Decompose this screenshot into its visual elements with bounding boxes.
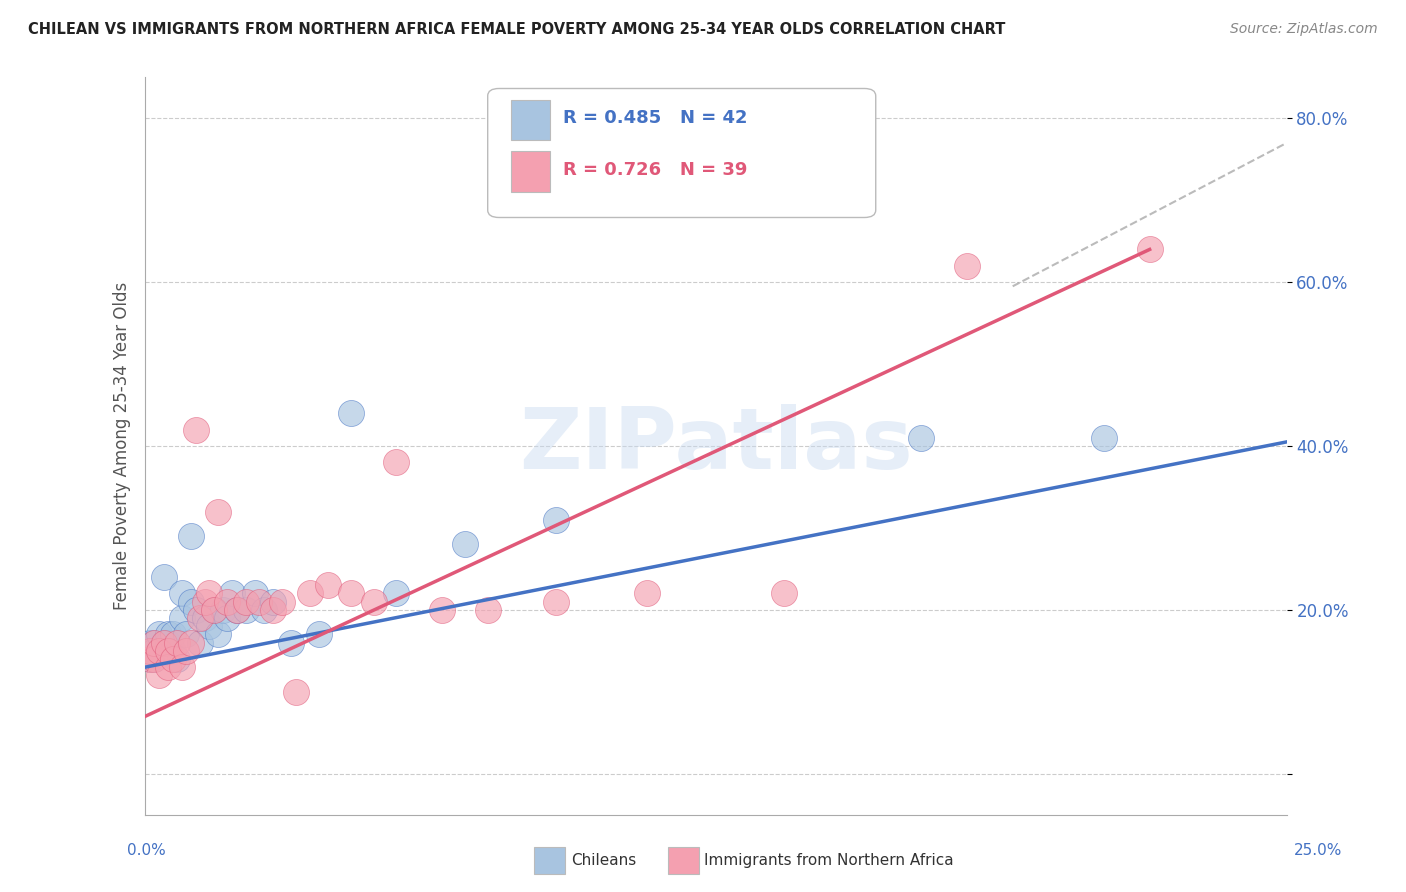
Point (139, 635, 162, 649)
Text: Source: ZipAtlas.com: Source: ZipAtlas.com (1230, 22, 1378, 37)
Point (637, 586, 659, 600)
Point (143, 635, 166, 649)
Point (176, 627, 198, 641)
Point (148, 644, 170, 658)
Point (143, 635, 166, 649)
Text: CHILEAN VS IMMIGRANTS FROM NORTHERN AFRICA FEMALE POVERTY AMONG 25-34 YEAR OLDS : CHILEAN VS IMMIGRANTS FROM NORTHERN AFRI… (28, 22, 1005, 37)
Point (385, 586, 408, 600)
Point (148, 627, 170, 641)
Point (194, 594, 217, 608)
Point (139, 644, 162, 658)
Point (546, 513, 568, 527)
Point (316, 578, 339, 592)
Point (243, 586, 266, 600)
Point (188, 635, 211, 649)
Point (170, 660, 193, 674)
FancyBboxPatch shape (510, 100, 551, 140)
Point (249, 594, 271, 608)
Point (1139, 243, 1161, 257)
Point (262, 594, 284, 608)
Point (162, 627, 184, 641)
Point (170, 586, 193, 600)
Point (166, 652, 188, 666)
Point (176, 644, 198, 658)
Point (162, 652, 184, 666)
Text: R = 0.485   N = 42: R = 0.485 N = 42 (562, 109, 748, 127)
Point (217, 611, 239, 625)
Point (148, 668, 170, 682)
Point (207, 504, 229, 518)
Point (910, 431, 932, 445)
Point (956, 259, 979, 273)
Point (221, 586, 243, 600)
FancyBboxPatch shape (488, 88, 876, 218)
Point (139, 644, 162, 658)
Point (152, 570, 174, 584)
Point (157, 635, 180, 649)
Point (430, 603, 453, 617)
Point (773, 586, 796, 600)
Point (202, 603, 225, 617)
Point (225, 603, 247, 617)
Point (143, 652, 166, 666)
Point (385, 455, 408, 469)
Text: Immigrants from Northern Africa: Immigrants from Northern Africa (704, 854, 955, 868)
Point (180, 529, 202, 543)
Point (262, 603, 284, 617)
Point (166, 635, 188, 649)
Point (184, 603, 207, 617)
Point (162, 644, 184, 658)
Point (180, 635, 202, 649)
Text: ZIPatlas: ZIPatlas (519, 404, 912, 488)
Point (188, 611, 211, 625)
Point (139, 652, 162, 666)
Point (363, 594, 385, 608)
Text: R = 0.726   N = 39: R = 0.726 N = 39 (562, 161, 748, 178)
Text: Chileans: Chileans (571, 854, 636, 868)
Point (339, 406, 361, 420)
Point (184, 423, 207, 437)
Point (253, 603, 276, 617)
Point (280, 635, 302, 649)
Point (180, 594, 202, 608)
Point (217, 594, 239, 608)
Point (454, 537, 477, 551)
Point (235, 594, 257, 608)
Point (202, 603, 225, 617)
Point (207, 627, 229, 641)
Point (198, 586, 221, 600)
Point (157, 660, 180, 674)
Text: 0.0%: 0.0% (127, 843, 166, 858)
Point (194, 611, 217, 625)
Point (152, 635, 174, 649)
Point (170, 611, 193, 625)
Point (339, 586, 361, 600)
Point (143, 652, 166, 666)
Point (152, 635, 174, 649)
Point (157, 627, 180, 641)
Point (308, 627, 330, 641)
Point (477, 603, 499, 617)
Point (298, 586, 321, 600)
Point (284, 684, 307, 698)
Point (212, 603, 235, 617)
Point (157, 644, 180, 658)
Text: 25.0%: 25.0% (1295, 843, 1343, 858)
Point (148, 644, 170, 658)
Point (198, 619, 221, 633)
Point (143, 644, 166, 658)
Point (235, 603, 257, 617)
Point (546, 594, 568, 608)
Point (1092, 431, 1115, 445)
FancyBboxPatch shape (510, 151, 551, 192)
Y-axis label: Female Poverty Among 25-34 Year Olds: Female Poverty Among 25-34 Year Olds (114, 282, 131, 610)
Point (225, 603, 247, 617)
Point (271, 594, 294, 608)
Point (139, 652, 162, 666)
